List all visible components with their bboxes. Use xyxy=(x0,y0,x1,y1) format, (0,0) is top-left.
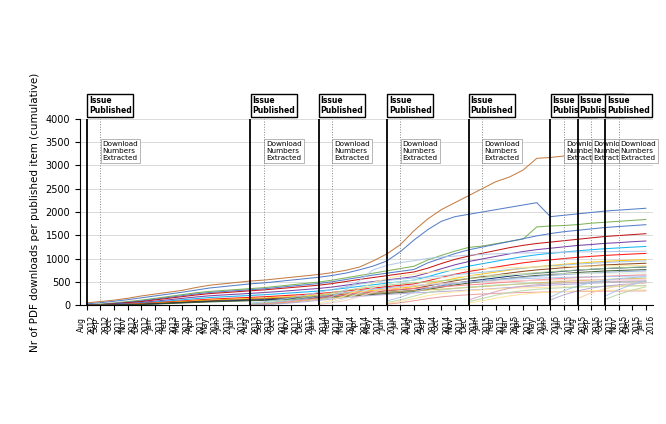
Text: Download
Numbers
Extracted: Download Numbers Extracted xyxy=(593,141,629,161)
Text: Issue
Published: Issue Published xyxy=(89,95,131,115)
Text: Download
Numbers
Extracted: Download Numbers Extracted xyxy=(621,141,657,161)
Text: Issue
Published: Issue Published xyxy=(471,95,513,115)
Text: Issue
Published: Issue Published xyxy=(389,95,432,115)
Text: Download
Numbers
Extracted: Download Numbers Extracted xyxy=(334,141,370,161)
Y-axis label: Nr of PDF downloads per published item (cumulative): Nr of PDF downloads per published item (… xyxy=(30,73,40,351)
Text: Download
Numbers
Extracted: Download Numbers Extracted xyxy=(103,141,138,161)
Text: Download
Numbers
Extracted: Download Numbers Extracted xyxy=(266,141,302,161)
Text: Download
Numbers
Extracted: Download Numbers Extracted xyxy=(484,141,520,161)
Text: Issue
Published: Issue Published xyxy=(252,95,295,115)
Text: Issue
Published: Issue Published xyxy=(320,95,364,115)
Text: Download
Numbers
Extracted: Download Numbers Extracted xyxy=(566,141,602,161)
Text: Issue
Published: Issue Published xyxy=(607,95,650,115)
Text: Download
Numbers
Extracted: Download Numbers Extracted xyxy=(402,141,438,161)
Text: Issue
Published: Issue Published xyxy=(553,95,595,115)
Text: Issue
Published: Issue Published xyxy=(579,95,623,115)
